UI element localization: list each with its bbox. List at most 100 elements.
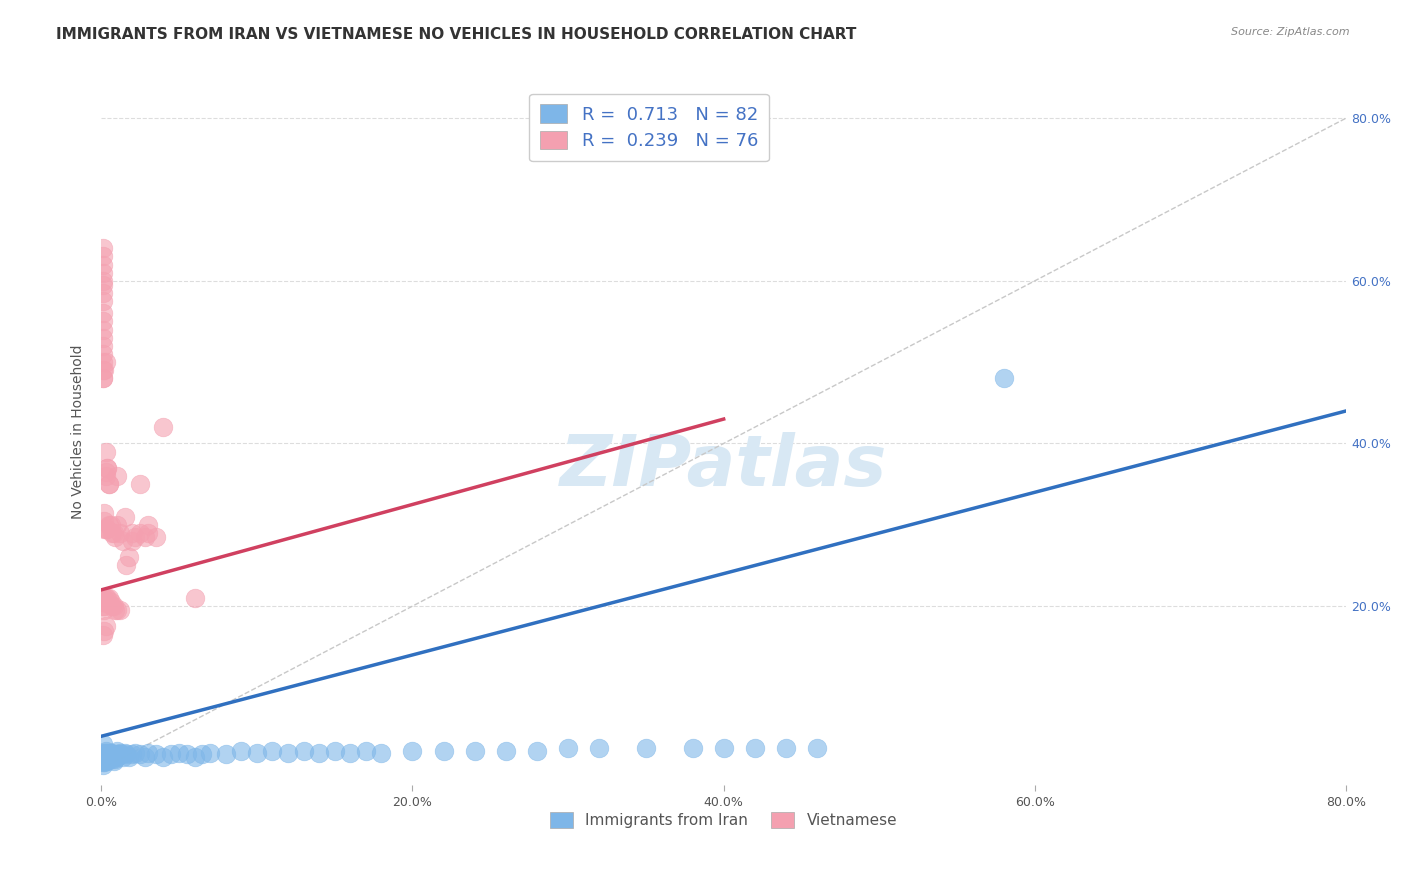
Point bbox=[105, 603, 128, 617]
Point bbox=[94, 595, 117, 609]
Point bbox=[277, 746, 299, 760]
Point bbox=[96, 591, 118, 605]
Point bbox=[105, 517, 128, 532]
Point bbox=[98, 747, 121, 761]
Point bbox=[100, 595, 122, 609]
Point bbox=[96, 749, 118, 764]
Point bbox=[94, 744, 117, 758]
Point bbox=[105, 749, 128, 764]
Text: IMMIGRANTS FROM IRAN VS VIETNAMESE NO VEHICLES IN HOUSEHOLD CORRELATION CHART: IMMIGRANTS FROM IRAN VS VIETNAMESE NO VE… bbox=[56, 27, 856, 42]
Y-axis label: No Vehicles in Household: No Vehicles in Household bbox=[72, 344, 86, 518]
Point bbox=[91, 314, 114, 328]
Point bbox=[134, 530, 156, 544]
Point bbox=[94, 591, 117, 605]
Point bbox=[91, 371, 114, 385]
Point bbox=[464, 744, 486, 758]
Point bbox=[104, 530, 127, 544]
Point bbox=[129, 747, 152, 761]
Point bbox=[103, 749, 125, 764]
Point bbox=[160, 747, 183, 761]
Legend: Immigrants from Iran, Vietnamese: Immigrants from Iran, Vietnamese bbox=[544, 805, 903, 834]
Point bbox=[215, 747, 238, 761]
Point bbox=[111, 749, 134, 764]
Point bbox=[588, 741, 610, 756]
Point bbox=[93, 599, 115, 614]
Point bbox=[124, 746, 146, 760]
Point bbox=[107, 747, 129, 761]
Point bbox=[94, 355, 117, 369]
Point bbox=[354, 744, 377, 758]
Point bbox=[96, 461, 118, 475]
Point bbox=[115, 747, 138, 761]
Point bbox=[93, 595, 115, 609]
Point bbox=[103, 525, 125, 540]
Point bbox=[93, 603, 115, 617]
Point bbox=[432, 744, 454, 758]
Point bbox=[96, 746, 118, 760]
Point bbox=[744, 741, 766, 756]
Point bbox=[91, 746, 114, 760]
Point bbox=[167, 746, 190, 760]
Point bbox=[191, 747, 214, 761]
Point bbox=[98, 749, 121, 764]
Point bbox=[93, 749, 115, 764]
Point bbox=[94, 444, 117, 458]
Point bbox=[121, 747, 143, 761]
Point bbox=[100, 746, 122, 760]
Point bbox=[101, 752, 124, 766]
Point bbox=[108, 603, 131, 617]
Point bbox=[98, 752, 121, 766]
Point bbox=[91, 363, 114, 377]
Point bbox=[93, 506, 115, 520]
Point bbox=[100, 517, 122, 532]
Point bbox=[101, 525, 124, 540]
Point bbox=[93, 752, 115, 766]
Point bbox=[118, 550, 141, 565]
Point bbox=[91, 738, 114, 752]
Point bbox=[91, 355, 114, 369]
Point bbox=[103, 599, 125, 614]
Point bbox=[93, 754, 115, 768]
Point bbox=[94, 465, 117, 479]
Point bbox=[100, 746, 122, 760]
Point bbox=[246, 746, 269, 760]
Point bbox=[118, 749, 141, 764]
Point bbox=[806, 741, 828, 756]
Point bbox=[96, 754, 118, 768]
Point bbox=[634, 741, 657, 756]
Point bbox=[93, 514, 115, 528]
Point bbox=[91, 371, 114, 385]
Point bbox=[91, 757, 114, 772]
Point bbox=[145, 747, 167, 761]
Point bbox=[98, 747, 121, 761]
Point bbox=[94, 749, 117, 764]
Point bbox=[94, 522, 117, 536]
Point bbox=[91, 599, 114, 614]
Point bbox=[91, 591, 114, 605]
Text: ZIPatlas: ZIPatlas bbox=[560, 432, 887, 501]
Point bbox=[121, 534, 143, 549]
Point bbox=[101, 599, 124, 614]
Point bbox=[262, 744, 284, 758]
Point bbox=[100, 749, 122, 764]
Point bbox=[682, 741, 704, 756]
Point bbox=[93, 522, 115, 536]
Point bbox=[308, 746, 330, 760]
Point bbox=[105, 744, 128, 758]
Point bbox=[370, 746, 392, 760]
Point bbox=[526, 744, 548, 758]
Point bbox=[292, 744, 315, 758]
Point bbox=[91, 241, 114, 255]
Point bbox=[91, 756, 114, 770]
Point bbox=[103, 754, 125, 768]
Point bbox=[93, 595, 115, 609]
Point bbox=[129, 477, 152, 491]
Point bbox=[93, 747, 115, 761]
Point bbox=[91, 339, 114, 353]
Point bbox=[91, 285, 114, 300]
Point bbox=[91, 277, 114, 292]
Point bbox=[775, 741, 797, 756]
Point bbox=[91, 749, 114, 764]
Point bbox=[96, 522, 118, 536]
Point bbox=[110, 747, 132, 761]
